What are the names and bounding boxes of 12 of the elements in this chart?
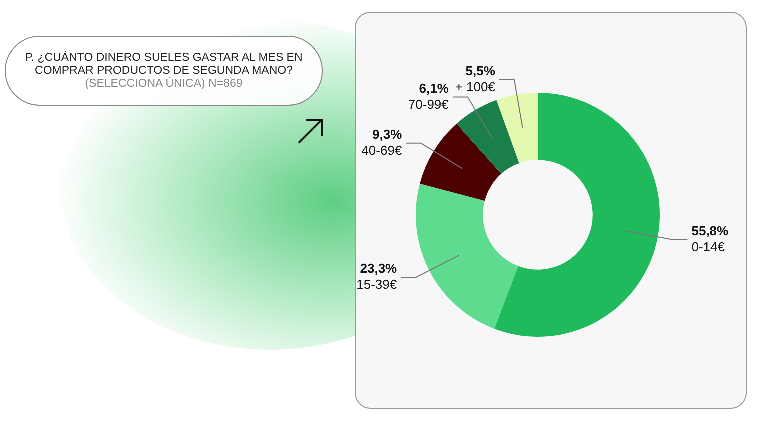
data-label: 6,1% bbox=[419, 80, 450, 96]
data-label: 9,3% bbox=[372, 126, 403, 142]
slice-label: 70-99€ bbox=[408, 96, 450, 112]
slice-label: 15-39€ bbox=[356, 277, 398, 292]
slice-label: + 100€ bbox=[455, 80, 496, 95]
data-label: 23,3% bbox=[360, 261, 398, 276]
slice-label: 40-69€ bbox=[362, 142, 403, 158]
data-label: 5,5% bbox=[466, 64, 496, 79]
data-label: 55,8% bbox=[692, 223, 730, 238]
text: P. ¿CUÁNTO DINERO SUELES GASTAR AL MES EN COMPRAR PRODUCTOS DE SEGUNDA MANO? bbox=[24, 52, 304, 77]
text: (SELECCIONA ÚNICA) N=869 bbox=[85, 78, 243, 90]
slice-label: 0-14€ bbox=[692, 239, 726, 254]
